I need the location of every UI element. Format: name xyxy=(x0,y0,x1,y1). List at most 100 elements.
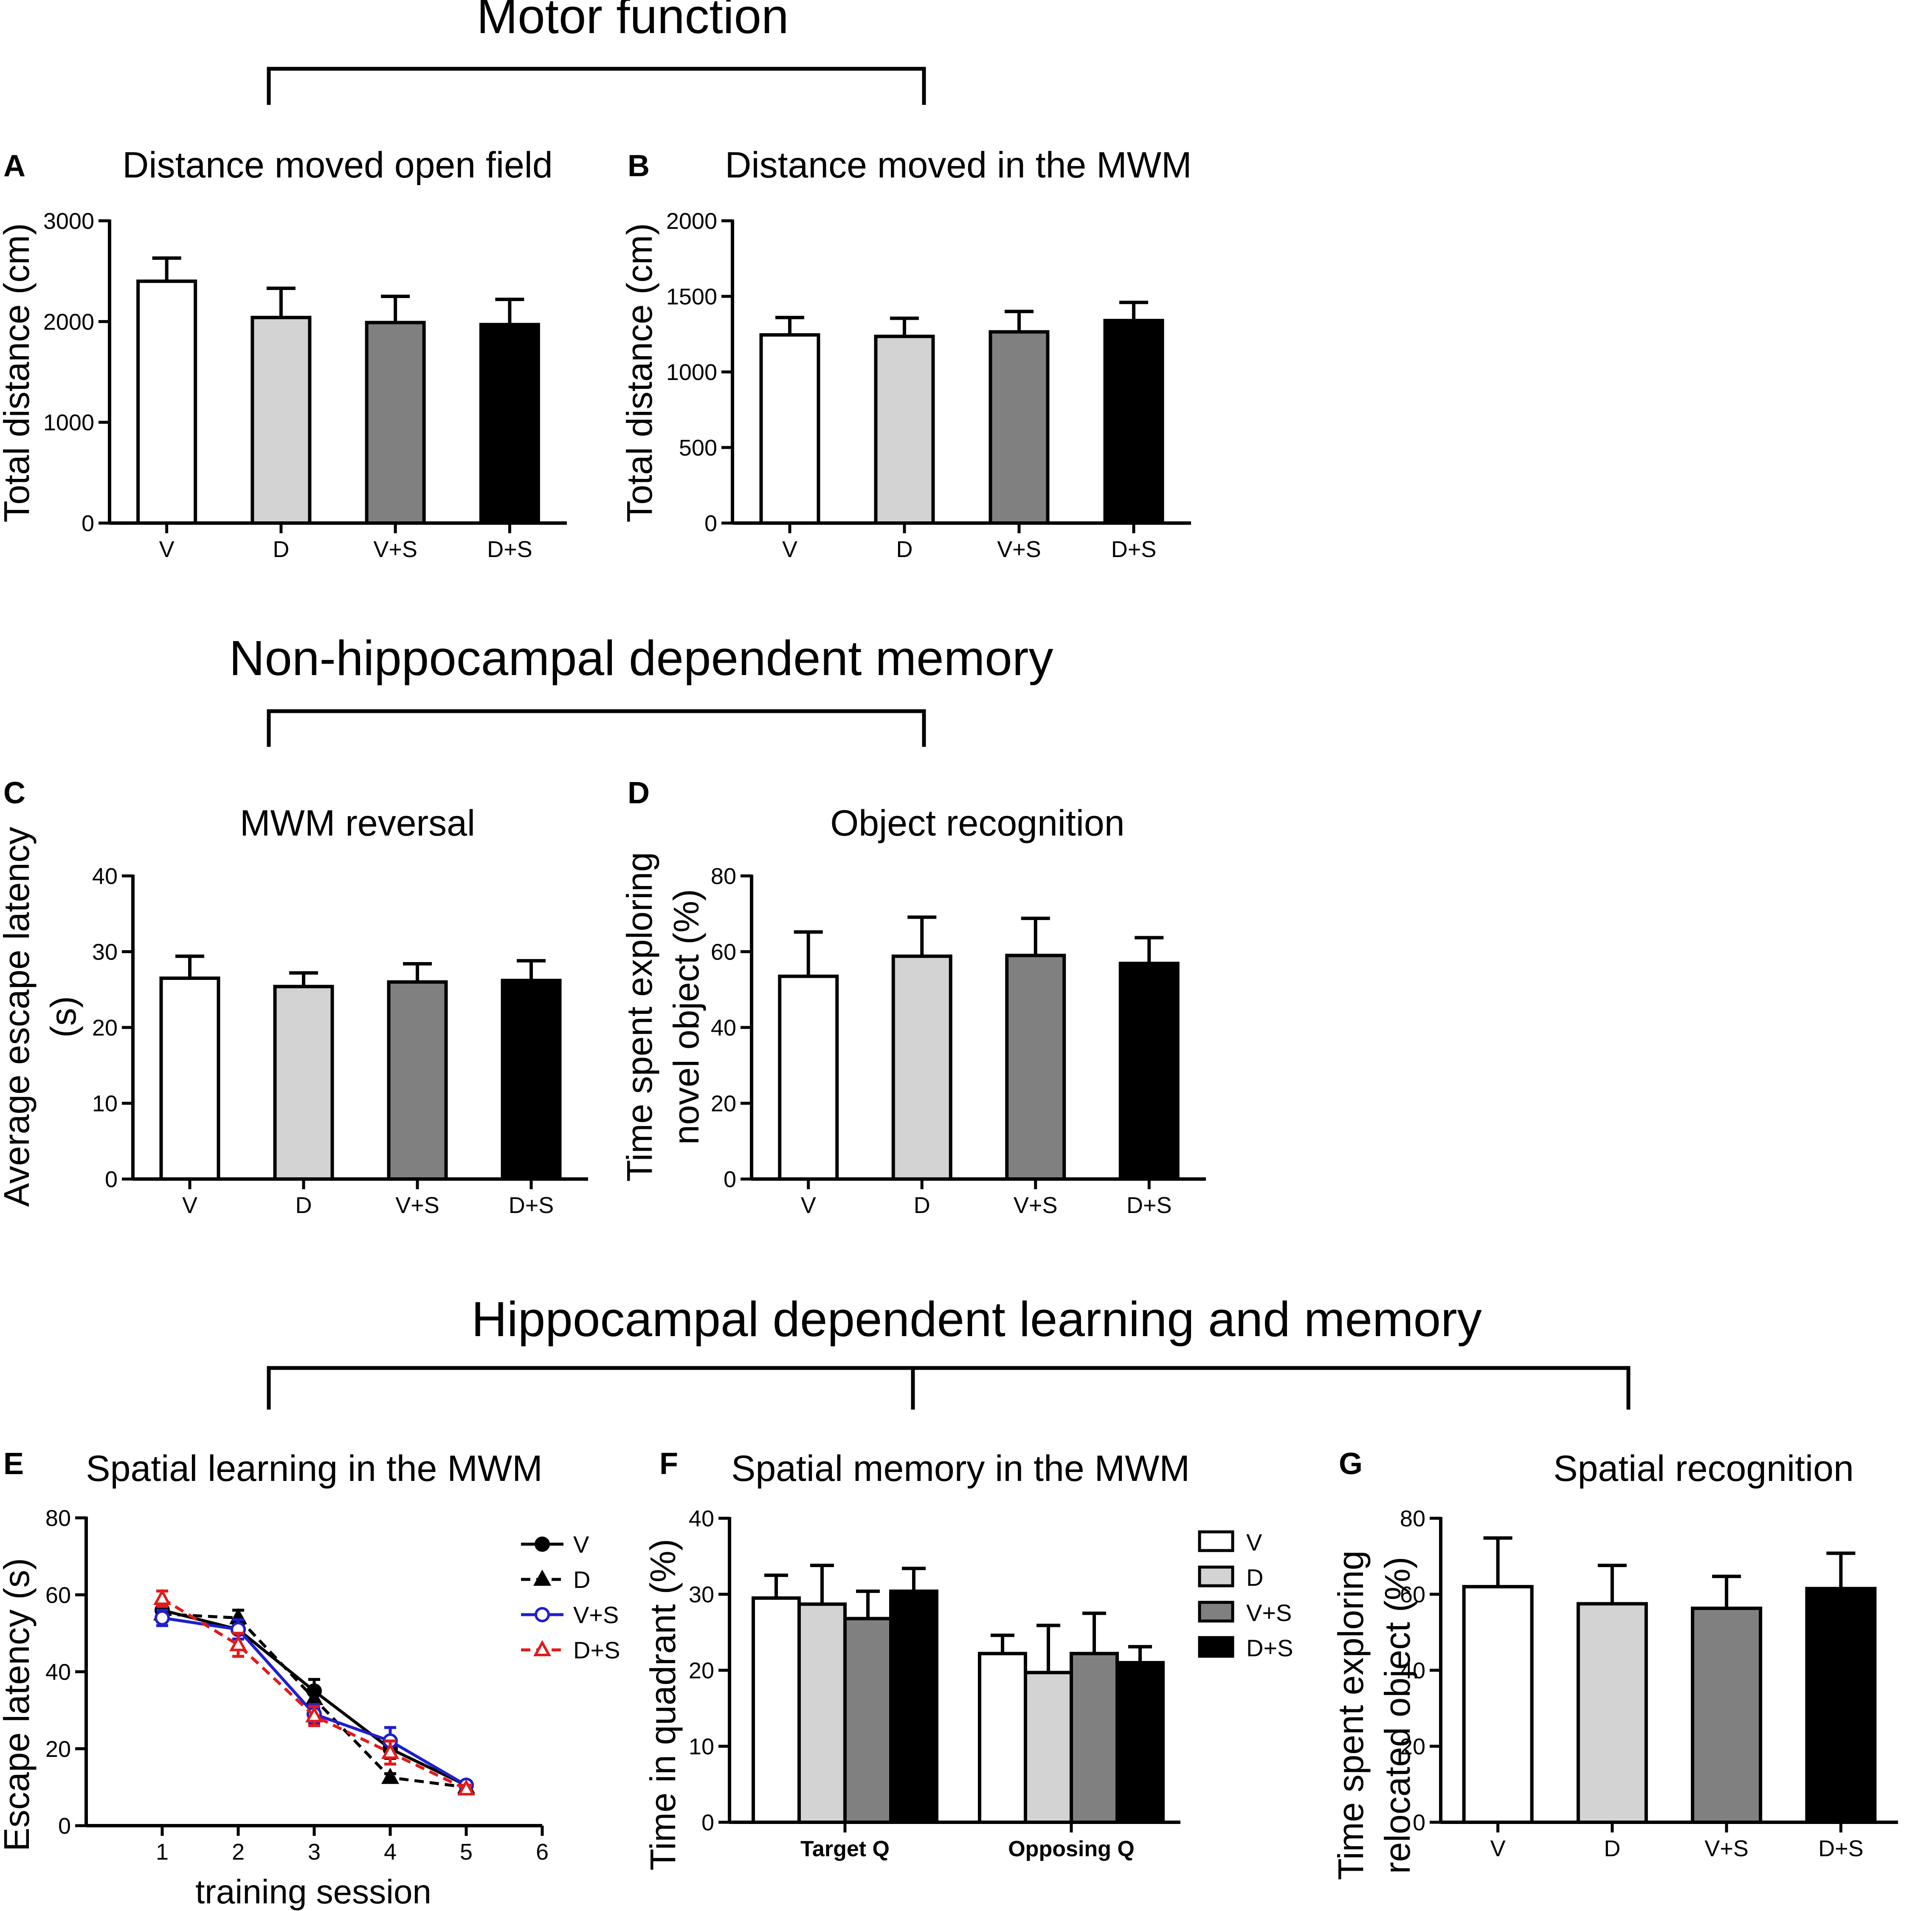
y-tick-label: 80 xyxy=(711,864,736,889)
bar xyxy=(978,1652,1027,1824)
data-point xyxy=(533,1640,552,1656)
y-axis-title-g-line2: relocated object (%) xyxy=(1377,1556,1417,1874)
x-tick-label: 2 xyxy=(232,1839,245,1865)
x-tick-label: 6 xyxy=(536,1839,549,1865)
section-title-motor: Motor function xyxy=(476,0,789,44)
bar xyxy=(891,954,952,1181)
data-point xyxy=(381,1767,400,1784)
y-tick-label: 20 xyxy=(45,1737,71,1762)
y-tick-label: 80 xyxy=(45,1506,71,1531)
y-axis-title-a: Total distance (cm) xyxy=(0,223,37,523)
bar xyxy=(778,974,839,1181)
panel-label-e: E xyxy=(3,1447,24,1481)
bar xyxy=(1024,1671,1073,1824)
panel-label-d: D xyxy=(628,776,650,810)
section-title-non-hippocampal: Non-hippocampal dependent memory xyxy=(229,630,1053,686)
y-tick-label: 0 xyxy=(58,1813,71,1839)
x-tick-label: D+S xyxy=(1127,1193,1172,1218)
chart-title-d: Object recognition xyxy=(830,803,1124,844)
x-tick-label: 1 xyxy=(156,1839,169,1865)
bar xyxy=(1005,954,1066,1181)
chart-panel-f: 0 10 20 30 40 Target Q Opposing Q VD V+S D+S xyxy=(689,1506,1293,1861)
y-tick-label: 1500 xyxy=(666,284,717,310)
y-axis-title-e: Escape latency (s) xyxy=(0,1558,37,1852)
bar xyxy=(989,330,1050,525)
bar xyxy=(501,979,562,1181)
bracket-motor xyxy=(267,67,926,105)
x-tick-label: D+S xyxy=(1111,537,1157,562)
y-tick-label: 0 xyxy=(105,1167,118,1192)
bar xyxy=(843,1617,893,1824)
legend-label: D+S xyxy=(1246,1635,1293,1661)
x-tick-label: 3 xyxy=(308,1839,321,1865)
section-title-hippocampal: Hippocampal dependent learning and memor… xyxy=(471,1292,1481,1347)
legend-swatch xyxy=(1198,1530,1234,1552)
y-tick-label: 80 xyxy=(1400,1506,1425,1531)
y-tick-label: 20 xyxy=(92,1015,118,1041)
y-tick-label: 20 xyxy=(689,1658,714,1683)
legend-swatch xyxy=(1198,1565,1234,1587)
panel-label-a: A xyxy=(3,149,25,183)
bar xyxy=(1103,318,1164,525)
y-tick-label: 30 xyxy=(92,940,118,965)
bar xyxy=(1462,1585,1534,1824)
chart-panel-b: 0 500 1000 1500 2000 V D V+S D+S xyxy=(666,208,1191,562)
x-tick-label: D xyxy=(296,1193,312,1218)
bar xyxy=(251,315,312,525)
legend-label: D xyxy=(573,1566,590,1593)
y-tick-label: 60 xyxy=(1400,1582,1425,1607)
x-tick-label: V+S xyxy=(1014,1193,1058,1218)
bar xyxy=(136,279,197,525)
y-tick-label: 1000 xyxy=(43,410,94,436)
x-tick-label: V+S xyxy=(373,537,417,562)
bar xyxy=(1691,1607,1763,1824)
legend-label: V xyxy=(573,1531,589,1558)
data-point xyxy=(535,1537,550,1552)
y-tick-label: 2000 xyxy=(43,309,94,335)
bar xyxy=(1115,1661,1165,1824)
chart-panel-g: 0 20 40 60 80 V D V+S D+S xyxy=(1400,1506,1898,1861)
chart-panel-c: 0 10 20 30 40 V D V+S D+S xyxy=(92,864,588,1218)
x-tick-label: V+S xyxy=(395,1193,439,1218)
chart-panel-a: 0 1000 2000 3000 V D V+S D+S xyxy=(43,208,567,562)
y-tick-label: 2000 xyxy=(666,208,717,234)
panel-label-b: B xyxy=(628,149,650,183)
x-tick-label: V xyxy=(182,1193,197,1218)
x-tick-label: D+S xyxy=(1818,1836,1864,1861)
panel-label-c: C xyxy=(3,776,25,810)
legend-label: V+S xyxy=(1246,1599,1292,1626)
x-tick-label: D xyxy=(896,537,913,562)
x-tick-label: D+S xyxy=(509,1193,554,1218)
x-tick-label: D xyxy=(1604,1836,1620,1861)
bar xyxy=(387,980,448,1181)
panel-label-f: F xyxy=(659,1447,678,1481)
bar xyxy=(797,1602,847,1824)
chart-title-f: Spatial memory in the MWM xyxy=(731,1448,1190,1489)
x-tick-label: D xyxy=(914,1193,930,1218)
y-tick-label: 0 xyxy=(704,511,717,536)
data-point xyxy=(535,1607,550,1622)
bar xyxy=(1070,1652,1119,1824)
y-tick-label: 10 xyxy=(92,1091,118,1117)
y-tick-label: 60 xyxy=(45,1582,71,1608)
data-point xyxy=(305,1706,324,1722)
y-tick-label: 1000 xyxy=(666,360,717,385)
bracket-hippocampal xyxy=(267,1366,1631,1410)
y-axis-title-f: Time in quadrant (%) xyxy=(643,1539,683,1870)
y-tick-label: 500 xyxy=(679,435,717,461)
y-tick-label: 40 xyxy=(689,1506,714,1531)
bar xyxy=(1118,962,1180,1181)
y-tick-label: 30 xyxy=(689,1582,714,1607)
x-tick-label: V xyxy=(782,537,797,562)
x-tick-label: V xyxy=(1490,1836,1506,1861)
data-point xyxy=(533,1569,552,1586)
data-point xyxy=(155,1610,170,1626)
bar xyxy=(759,333,820,525)
x-axis-title-e: training session xyxy=(195,1873,431,1911)
x-tick-label: 4 xyxy=(384,1839,397,1865)
y-tick-label: 0 xyxy=(1413,1810,1425,1835)
x-tick-label: V xyxy=(159,537,175,562)
x-tick-label: 5 xyxy=(460,1839,473,1865)
chart-title-g: Spatial recognition xyxy=(1553,1448,1854,1489)
